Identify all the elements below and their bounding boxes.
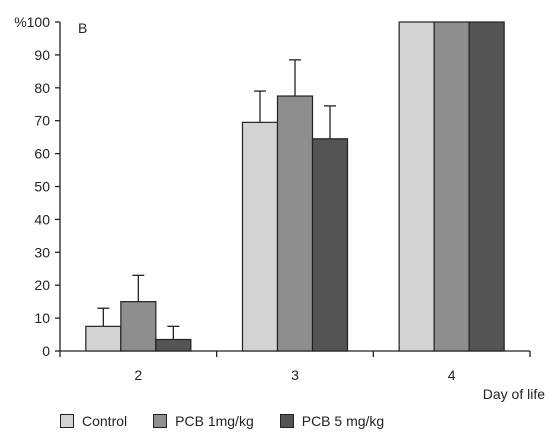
y-tick-label: 80 bbox=[34, 80, 50, 96]
y-tick-label: 70 bbox=[34, 113, 50, 129]
bars-group bbox=[85, 21, 505, 352]
legend-swatch bbox=[279, 414, 294, 428]
legend-label: PCB 5 mg/kg bbox=[301, 413, 385, 429]
bar bbox=[85, 325, 122, 352]
panel-label: B bbox=[78, 20, 87, 36]
y-tick-label: %100 bbox=[14, 14, 50, 30]
y-axis: 0 10 20 30 40 50 60 70 80 90 %100 bbox=[14, 14, 61, 359]
x-axis: 2 3 4 bbox=[59, 350, 531, 383]
y-tick-label: 90 bbox=[34, 47, 50, 63]
legend-item: PCB 1mg/kg bbox=[153, 413, 254, 429]
bar bbox=[276, 95, 314, 352]
bar bbox=[433, 21, 470, 352]
legend: Control PCB 1mg/kg PCB 5 mg/kg bbox=[60, 413, 410, 429]
legend-label: Control bbox=[82, 413, 128, 429]
legend-label: PCB 1mg/kg bbox=[175, 413, 254, 429]
y-tick-label: 0 bbox=[42, 343, 50, 359]
x-tick-label: 3 bbox=[291, 367, 299, 383]
bar bbox=[398, 21, 435, 352]
bar bbox=[155, 338, 192, 352]
x-tick-label: 4 bbox=[448, 367, 456, 383]
y-tick-label: 30 bbox=[34, 244, 50, 260]
y-tick-label: 40 bbox=[34, 211, 50, 227]
x-axis-title: Day of life bbox=[483, 386, 545, 402]
bar bbox=[468, 21, 505, 352]
y-tick-label: 10 bbox=[34, 310, 50, 326]
bar bbox=[241, 121, 279, 352]
legend-item: PCB 5 mg/kg bbox=[279, 413, 385, 429]
bar bbox=[311, 138, 349, 352]
legend-swatch bbox=[153, 414, 168, 428]
y-tick-label: 20 bbox=[34, 277, 50, 293]
y-tick-label: 50 bbox=[34, 179, 50, 195]
legend-swatch bbox=[60, 414, 74, 428]
legend-item: Control bbox=[60, 413, 127, 429]
y-tick-label: 60 bbox=[34, 146, 50, 162]
x-tick-label: 2 bbox=[134, 367, 142, 383]
bar bbox=[120, 301, 157, 352]
